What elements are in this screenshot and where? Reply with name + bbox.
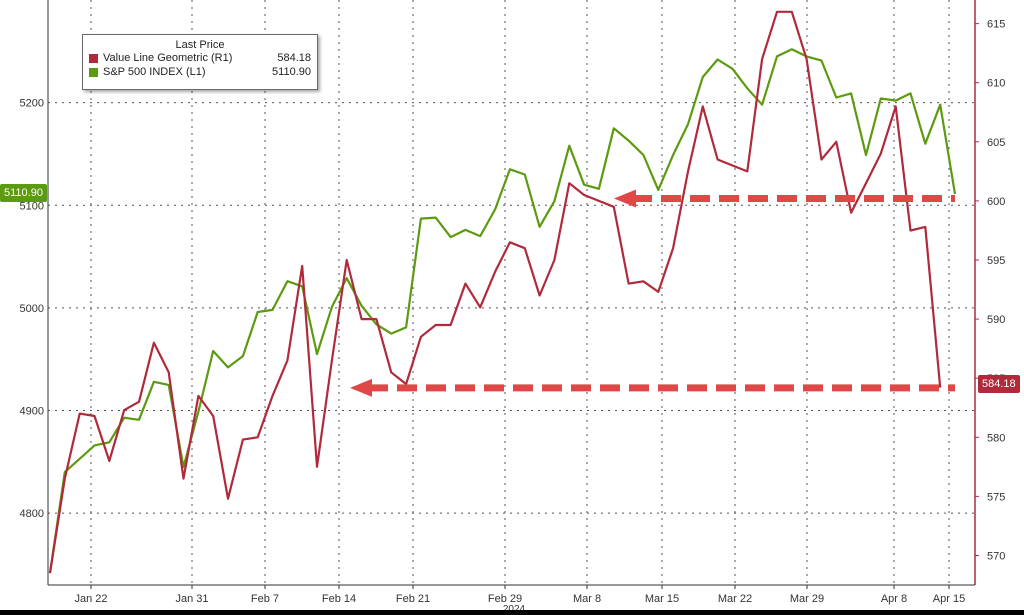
x-tick-label: Feb 7: [251, 593, 279, 605]
right-tick-label: 580: [987, 432, 1005, 444]
sp500-line: [48, 48, 957, 573]
legend-value-value-line: 584.18: [277, 52, 311, 64]
value-line-arrow-head: [350, 378, 372, 397]
bottom-border: [0, 610, 1024, 615]
value-line-last-price-tag: 584.18: [978, 375, 1020, 393]
legend-swatch-value-line: [89, 53, 98, 63]
right-tick-label: 590: [987, 314, 1005, 326]
right-tick-label: 610: [987, 78, 1005, 90]
x-tick-label: Feb 29: [488, 593, 522, 605]
left-axis: 4800 4900 5000 5100 5200: [20, 0, 49, 585]
x-tick-label: Apr 15: [933, 593, 965, 605]
right-tick-label: 570: [987, 550, 1005, 562]
x-tick-label: Feb 21: [396, 593, 430, 605]
x-tick-label: Jan 31: [175, 593, 208, 605]
sp500-arrow-head: [614, 189, 636, 208]
x-tick-label: Mar 8: [573, 593, 601, 605]
value-line-geometric-line: [48, 10, 942, 574]
x-year-label: 2024: [503, 604, 526, 615]
chart-legend: Last Price Value Line Geometric (R1) 584…: [82, 34, 318, 90]
legend-value-sp500: 5110.90: [272, 66, 311, 78]
left-tick-label: 5000: [20, 303, 44, 315]
right-tick-label: 575: [987, 491, 1005, 503]
left-tick-label: 4900: [20, 406, 44, 418]
legend-swatch-sp500: [89, 67, 98, 77]
x-tick-label: Jan 22: [74, 593, 107, 605]
grid-lines: [48, 0, 975, 585]
legend-title: Last Price: [175, 39, 225, 51]
series-layer: [48, 10, 957, 574]
x-axis: Jan 22 Jan 31 Feb 7 Feb 14 Feb 21 Feb 29 Mar 8…: [48, 584, 975, 615]
right-tick-label: 595: [987, 255, 1005, 267]
annotation-arrows: [350, 189, 955, 397]
left-tick-label: 4800: [20, 508, 44, 520]
x-tick-label: Mar 15: [645, 593, 679, 605]
x-tick-label: Mar 29: [790, 593, 824, 605]
legend-entry-value-line: Value Line Geometric (R1) 584.18: [83, 51, 317, 65]
x-tick-label: Feb 14: [322, 593, 356, 605]
left-tick-label: 5200: [20, 98, 44, 110]
right-tick-label: 615: [987, 19, 1005, 31]
left-tick-label: 5100: [20, 200, 44, 212]
legend-name-value-line: Value Line Geometric (R1): [103, 52, 233, 64]
x-tick-label: Apr 8: [881, 593, 907, 605]
right-tick-label: 600: [987, 196, 1005, 208]
right-tick-label: 605: [987, 137, 1005, 149]
legend-name-sp500: S&P 500 INDEX (L1): [103, 66, 206, 78]
legend-entry-sp500: S&P 500 INDEX (L1) 5110.90: [83, 65, 317, 79]
x-tick-label: Mar 22: [718, 593, 752, 605]
right-axis: 570575580585590595600605610615: [974, 0, 1005, 585]
sp500-last-price-tag: 5110.90: [0, 184, 47, 202]
